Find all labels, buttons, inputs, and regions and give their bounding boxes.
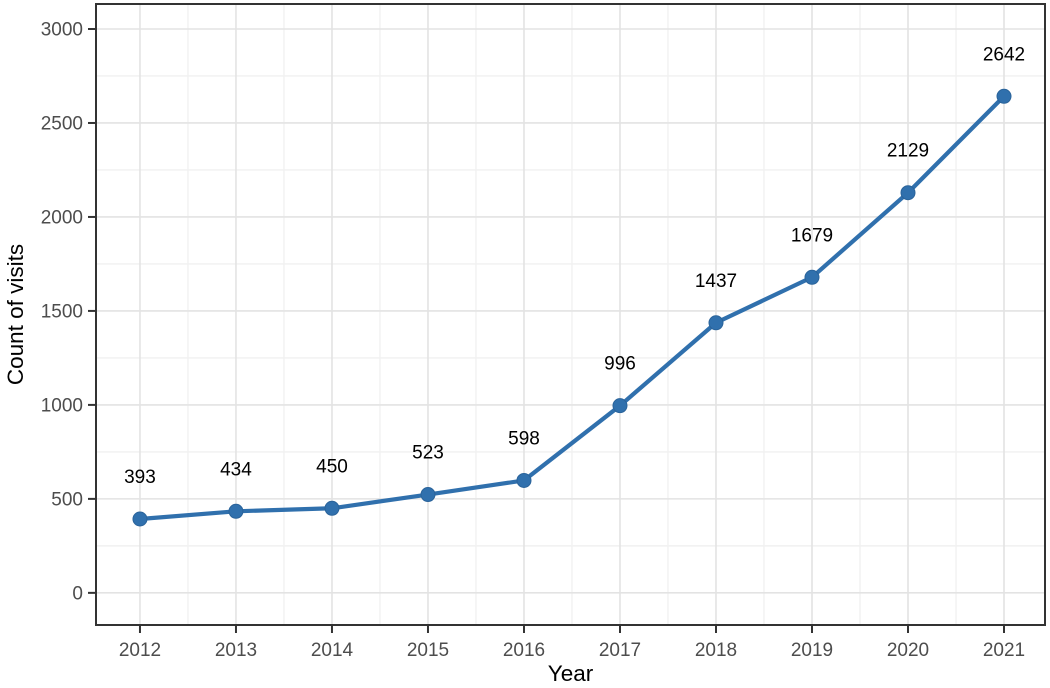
- x-tick-label: 2012: [119, 640, 161, 661]
- x-tick-label: 2021: [983, 640, 1025, 661]
- x-tick-label: 2017: [599, 640, 641, 661]
- y-axis-title: Count of visits: [3, 244, 28, 385]
- data-point-label: 2642: [983, 44, 1025, 65]
- data-point-label: 450: [316, 456, 348, 477]
- data-point: [516, 472, 532, 488]
- data-point: [612, 398, 628, 414]
- panel-background: [96, 4, 1045, 625]
- x-tick-label: 2015: [407, 640, 449, 661]
- y-tick-label: 3000: [41, 19, 83, 40]
- x-tick-label: 2016: [503, 640, 545, 661]
- data-point-label: 996: [604, 354, 636, 375]
- data-point-label: 1437: [695, 271, 737, 292]
- data-point: [324, 500, 340, 516]
- y-tick-label: 2500: [41, 113, 83, 134]
- x-tick-label: 2019: [791, 640, 833, 661]
- y-tick-label: 2000: [41, 207, 83, 228]
- data-point: [996, 88, 1012, 104]
- data-point: [420, 487, 436, 503]
- data-point-label: 393: [124, 467, 156, 488]
- data-point-label: 598: [508, 428, 540, 449]
- x-axis-tick-labels: 2012 2013 2014 2015 2016 2017 2018 2019 2020 2021: [119, 640, 1025, 661]
- y-tick-label: 0: [72, 583, 83, 604]
- data-series-line: [132, 88, 1012, 527]
- data-point-labels: 393 434 450 523 598 996 1437 1679 2129 2642: [124, 44, 1025, 488]
- x-tick-label: 2014: [311, 640, 354, 661]
- data-point-label: 1679: [791, 225, 833, 246]
- x-tick-label: 2020: [887, 640, 929, 661]
- series-polyline: [137, 94, 1007, 522]
- minor-gridlines: [96, 4, 1045, 625]
- data-point: [132, 511, 148, 527]
- axis-tick-marks: [88, 27, 1006, 633]
- y-tick-label: 1500: [41, 301, 83, 322]
- y-tick-label: 500: [51, 489, 83, 510]
- data-point-label: 434: [220, 459, 252, 480]
- x-tick-label: 2018: [695, 640, 737, 661]
- data-point: [900, 185, 916, 201]
- panel-border: [95, 3, 1046, 626]
- y-tick-label: 1000: [41, 395, 83, 416]
- data-point: [228, 503, 244, 519]
- data-point: [804, 269, 820, 285]
- x-tick-label: 2013: [215, 640, 257, 661]
- data-point-label: 2129: [887, 141, 929, 162]
- data-point: [708, 315, 724, 331]
- data-point-label: 523: [412, 443, 444, 464]
- y-axis-tick-labels: 0 500 1000 1500 2000 2500 3000: [41, 19, 83, 604]
- x-axis-title: Year: [548, 661, 594, 686]
